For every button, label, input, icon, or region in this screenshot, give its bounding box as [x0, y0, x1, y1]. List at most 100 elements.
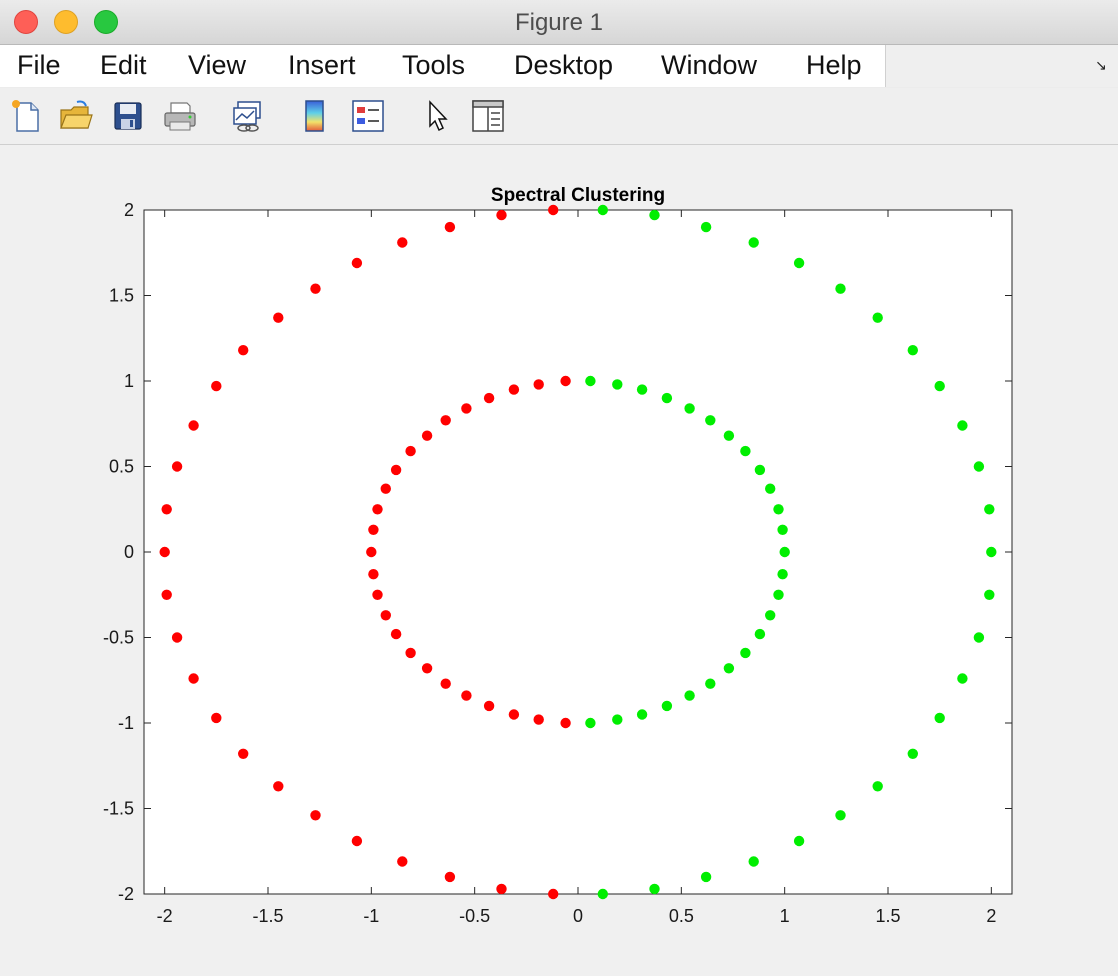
cluster-1-point — [508, 384, 520, 395]
dock-figure-icon[interactable]: ↘ — [1095, 57, 1107, 73]
menu-tools[interactable]: Tools — [402, 50, 466, 80]
menu-file[interactable]: File — [17, 50, 61, 80]
maximize-window-button[interactable] — [94, 10, 118, 34]
cluster-1-point — [548, 888, 559, 900]
cluster-1-point — [483, 392, 495, 404]
scatter-plot[interactable]: Spectral Clustering -2 -1.5 -1 -0.5 0 0.5 1 1.5… — [0, 145, 1118, 976]
x-tick-label: 1 — [780, 906, 790, 926]
axis-ticks: -2 -1.5 -1 -0.5 0 0.5 1 1.5 2 2 1.5 1 0.5 0 -0.5 -1 -1.5… — [103, 200, 1012, 926]
cluster-2-point — [700, 871, 712, 883]
cluster-2-point — [649, 883, 660, 895]
y-tick-label: -1.5 — [103, 799, 134, 819]
cluster-2-point — [973, 632, 985, 643]
cluster-2-point — [636, 384, 648, 395]
cluster-2-point — [793, 835, 805, 847]
menu-view[interactable]: View — [188, 50, 247, 80]
save-icon[interactable] — [110, 98, 146, 134]
cluster-1-point — [405, 647, 416, 659]
y-tick-label: 0 — [124, 542, 134, 562]
cluster-1-point — [310, 810, 321, 821]
cluster-2-point — [754, 464, 766, 476]
menu-desktop[interactable]: Desktop — [514, 50, 614, 80]
cluster-1-point — [548, 204, 559, 216]
cluster-1-point — [188, 420, 199, 431]
x-tick-label: -0.5 — [459, 906, 490, 926]
cluster-2-point — [773, 504, 784, 515]
cluster-1-point — [159, 546, 170, 558]
cluster-1-point — [310, 283, 321, 294]
cluster-2-point — [649, 209, 660, 221]
cluster-1-point — [211, 712, 222, 724]
x-tick-label: -1.5 — [252, 906, 283, 926]
insert-colorbar-icon[interactable] — [298, 98, 334, 134]
cluster-1-point — [508, 709, 520, 720]
x-tick-label: 0.5 — [669, 906, 694, 926]
y-tick-label: -0.5 — [103, 628, 134, 648]
cluster-1-point — [397, 237, 408, 248]
open-file-icon[interactable] — [58, 98, 94, 134]
print-icon[interactable] — [162, 98, 198, 134]
cluster-1-point — [368, 524, 379, 535]
link-plot-icon[interactable] — [230, 98, 266, 134]
cluster-1-point — [351, 835, 363, 847]
cluster-2-point — [779, 546, 790, 558]
cluster-1-point — [238, 748, 249, 759]
cluster-1-point — [380, 483, 391, 494]
chart-title: Spectral Clustering — [491, 185, 665, 206]
cluster-1-point — [397, 856, 408, 867]
y-tick-label: 1 — [124, 371, 134, 391]
close-window-button[interactable] — [14, 10, 38, 34]
minimize-window-button[interactable] — [54, 10, 78, 34]
x-tick-label: 1.5 — [875, 906, 900, 926]
window-title: Figure 1 — [514, 9, 604, 36]
cluster-1-point — [390, 628, 402, 640]
new-figure-icon[interactable] — [8, 98, 44, 134]
cluster-2-point — [934, 712, 945, 724]
insert-legend-icon[interactable] — [350, 98, 386, 134]
cluster-2-point — [723, 663, 735, 674]
cluster-1-point — [161, 589, 172, 600]
cluster-1-point — [496, 883, 507, 895]
cluster-1-point — [273, 312, 284, 323]
edit-plot-arrow-icon[interactable] — [420, 98, 456, 134]
cluster-1-point — [368, 569, 379, 580]
menu-insert[interactable]: Insert — [288, 50, 356, 80]
x-tick-label: 2 — [986, 906, 996, 926]
property-inspector-icon[interactable] — [470, 98, 506, 134]
y-tick-label: 1.5 — [109, 286, 134, 306]
cluster-1-point — [171, 461, 183, 472]
cluster-2-point — [934, 380, 945, 392]
figure-canvas: Spectral Clustering -2 -1.5 -1 -0.5 0 0.5 1 1.5… — [0, 145, 1118, 976]
cluster-2-point — [684, 690, 695, 701]
cluster-2-point — [765, 483, 776, 494]
cluster-1-point — [238, 345, 249, 356]
cluster-2-point — [986, 546, 997, 558]
cluster-1-point — [171, 632, 183, 643]
cluster-2-point — [907, 748, 918, 759]
menu-edit[interactable]: Edit — [100, 50, 147, 80]
cluster-2-point — [684, 403, 695, 414]
cluster-1-point — [351, 257, 363, 269]
cluster-1-point — [483, 700, 495, 712]
cluster-1-point — [405, 445, 416, 457]
menu-window[interactable]: Window — [661, 50, 758, 80]
cluster-1-point — [496, 209, 507, 221]
cluster-1-point — [421, 663, 433, 674]
cluster-2-point — [748, 856, 759, 867]
cluster-2-point — [984, 589, 995, 600]
cluster-2-point — [748, 237, 759, 248]
window-titlebar[interactable]: Figure 1 — [0, 0, 1118, 45]
cluster-1-point — [366, 546, 377, 558]
menu-bar-filler — [885, 45, 1118, 87]
axes-box — [143, 209, 1013, 895]
cluster-1-point — [372, 504, 383, 515]
cluster-2-point — [612, 714, 623, 725]
cluster-1-point — [444, 221, 456, 233]
x-tick-label: -2 — [157, 906, 173, 926]
scatter-points — [159, 204, 997, 900]
cluster-2-point — [705, 678, 716, 689]
menu-help[interactable]: Help — [806, 50, 862, 80]
cluster-2-point — [777, 569, 788, 580]
cluster-2-point — [835, 810, 846, 821]
cluster-2-point — [907, 345, 918, 356]
